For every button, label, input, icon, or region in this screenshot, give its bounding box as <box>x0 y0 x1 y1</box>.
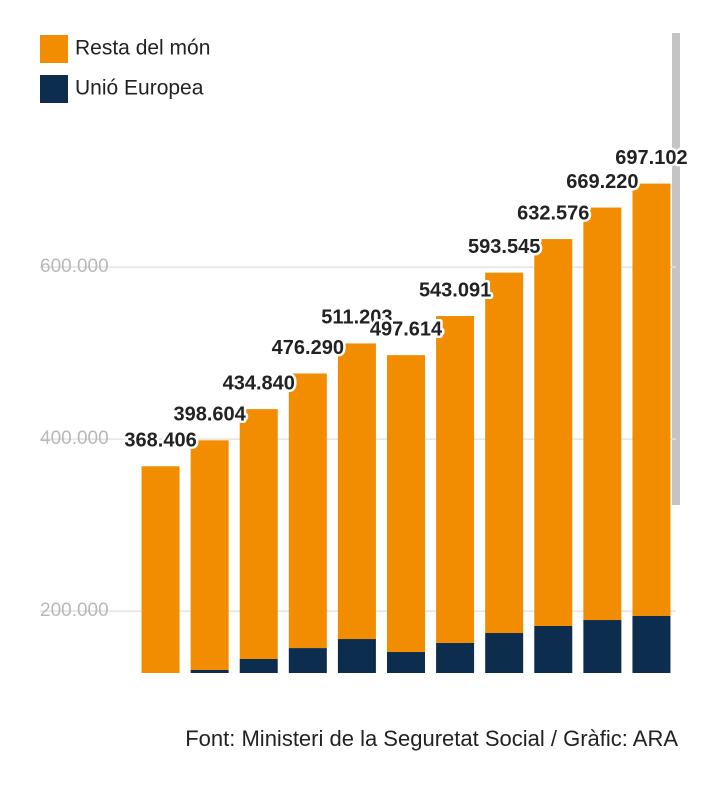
bar-segment <box>485 633 524 673</box>
y-tick-label: 600.000 <box>40 256 109 277</box>
value-label: 593.545 <box>468 236 540 258</box>
value-label: 669.220 <box>566 171 638 193</box>
bar-segment <box>632 615 671 673</box>
value-label: 434.840 <box>223 372 295 394</box>
value-label: 543.091 <box>419 279 491 301</box>
bar-segment <box>141 466 180 673</box>
value-label: 632.576 <box>517 202 589 224</box>
y-tick-label: 400.000 <box>40 428 109 449</box>
bar-segment <box>632 183 671 616</box>
value-label: 368.406 <box>124 430 196 452</box>
value-label: 497.614 <box>370 318 443 340</box>
bar-segment <box>239 409 278 659</box>
legend-label: Resta del món <box>75 37 210 60</box>
bar-segment <box>190 669 229 673</box>
bar-segment <box>288 373 327 649</box>
bars <box>141 183 671 673</box>
legend-swatch <box>40 35 68 63</box>
y-tick-label: 200.000 <box>40 600 109 621</box>
value-label: 476.290 <box>272 337 344 359</box>
value-label: 511.203 <box>321 307 392 329</box>
bar-segment <box>583 620 622 673</box>
bar-segment <box>190 440 229 670</box>
bar-segment <box>387 355 425 653</box>
bar-segment <box>534 625 573 673</box>
legend-swatch <box>40 75 68 103</box>
bar-segment <box>436 642 475 673</box>
bar-segment <box>387 652 425 673</box>
bar-segment <box>485 272 524 634</box>
value-label: 697.102 <box>615 147 687 169</box>
source: Font: Ministeri de la Seguretat Social /… <box>185 726 678 751</box>
bar-segment <box>337 343 376 640</box>
bar-segment <box>288 648 327 673</box>
scrollbar <box>672 33 680 505</box>
value-label: 398.604 <box>173 404 246 426</box>
bar-segment <box>583 207 622 621</box>
bar-segment <box>436 316 475 643</box>
bar-segment <box>337 639 376 673</box>
labels: 368.406 398.604 434.840 476.290 511.203497.6… <box>122 144 690 454</box>
bar-segment <box>534 239 573 626</box>
legend-label: Unió Europea <box>75 77 204 100</box>
bar-segment <box>239 658 278 673</box>
